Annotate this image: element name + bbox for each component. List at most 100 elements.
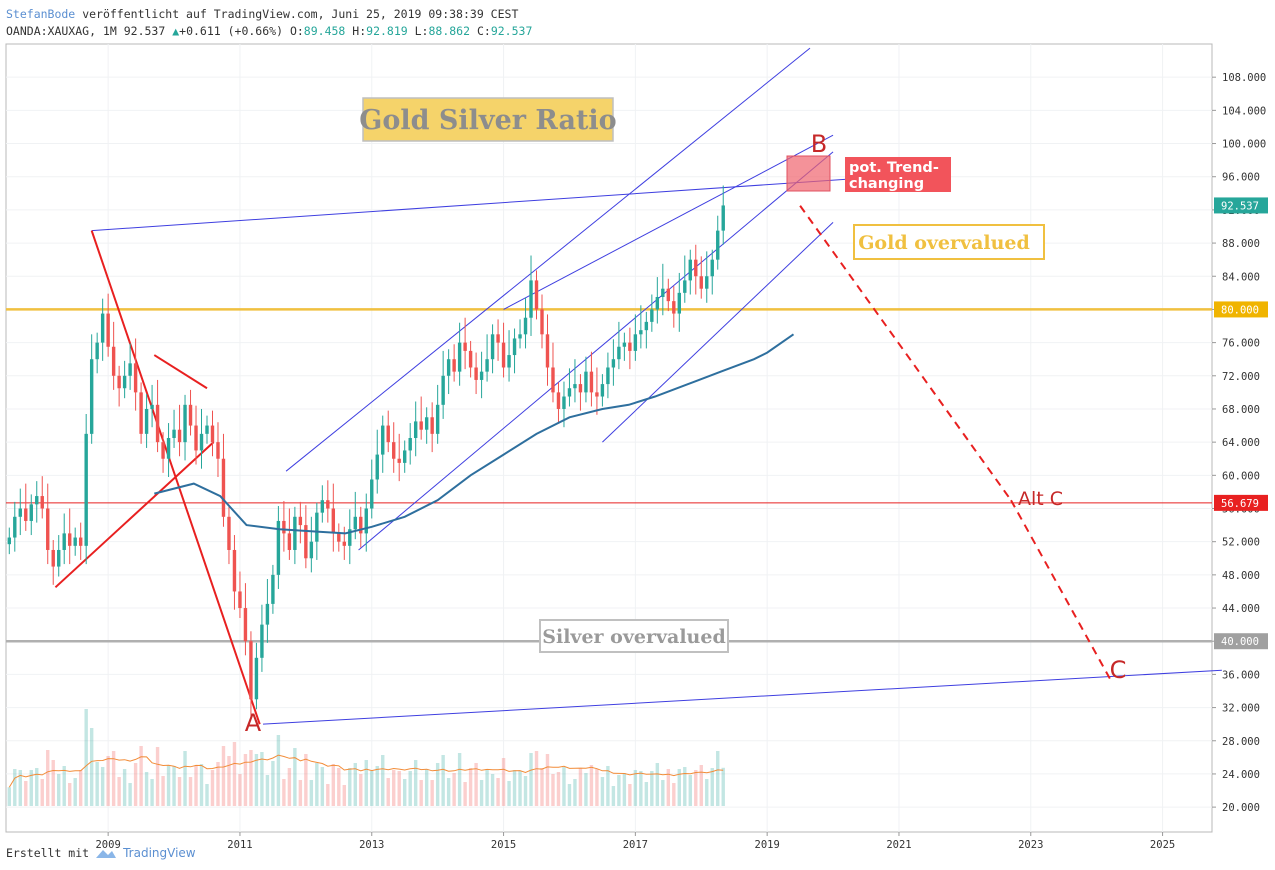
candle-body xyxy=(326,500,330,509)
volume-bar xyxy=(551,774,555,806)
volume-bar xyxy=(243,754,248,806)
volume-bar xyxy=(403,779,407,806)
volume-bar xyxy=(320,767,325,806)
y-tick-label: 68.000 xyxy=(1222,404,1260,416)
x-tick-label: 2011 xyxy=(227,839,252,851)
candle-body xyxy=(144,408,149,434)
volume-bar xyxy=(205,784,209,806)
up-arrow-icon: ▲ xyxy=(172,24,180,38)
x-tick-label: 2019 xyxy=(755,839,780,851)
candle-body xyxy=(46,508,50,550)
candle-body xyxy=(249,641,253,700)
volume-bar xyxy=(710,768,714,806)
candle-body xyxy=(490,334,495,360)
volume-bar xyxy=(419,780,423,806)
candle-body xyxy=(375,454,379,480)
last-price: 92.537 xyxy=(123,24,166,38)
volume-bar xyxy=(386,778,390,806)
volume-bar xyxy=(639,771,643,806)
candle-body xyxy=(177,429,182,443)
candle-body xyxy=(562,396,566,409)
y-tick-label: 100.000 xyxy=(1222,139,1266,151)
y-tick-label: 20.000 xyxy=(1222,802,1260,814)
lower-channel-line xyxy=(602,221,834,443)
tradingview-brand-link[interactable]: TradingView xyxy=(123,846,196,860)
candle-body xyxy=(556,392,561,409)
volume-bar xyxy=(490,774,495,806)
volume-bar xyxy=(166,765,171,806)
volume-bar xyxy=(485,769,489,806)
candle-body xyxy=(721,205,725,231)
candle-body xyxy=(271,574,275,604)
candle-body xyxy=(512,338,517,356)
gold-overvalued-label: Gold overvalued xyxy=(858,232,1030,254)
volume-bar xyxy=(62,766,66,806)
candle-body xyxy=(100,313,105,343)
y-axis: 108.000104.000100.00096.00092.00088.0008… xyxy=(1212,72,1266,814)
candle-body xyxy=(7,537,11,545)
volume-bar xyxy=(122,769,127,806)
candle-body xyxy=(276,520,281,575)
candle-body xyxy=(705,276,709,289)
candle-body xyxy=(370,479,374,509)
volume-bar xyxy=(309,780,314,806)
y-tick-label: 76.000 xyxy=(1222,338,1260,350)
volume-bar xyxy=(699,765,703,806)
candle-body xyxy=(18,508,22,517)
wave-c-label: C xyxy=(1110,656,1127,684)
candle-body xyxy=(479,371,484,380)
candle-body xyxy=(716,230,720,260)
volume-bar xyxy=(496,778,500,806)
volume-bar xyxy=(606,766,610,806)
candle-body xyxy=(633,334,638,351)
candle-body xyxy=(523,317,528,335)
volume-bar xyxy=(468,768,473,806)
candle-body xyxy=(221,458,226,517)
y-tick-label: 52.000 xyxy=(1222,537,1260,549)
candle-body xyxy=(260,624,264,658)
candle-body xyxy=(468,350,473,368)
volume-bar xyxy=(721,767,725,806)
candle-body xyxy=(78,537,83,546)
candle-body xyxy=(166,438,171,459)
volume-bar xyxy=(282,779,286,806)
open-value: 89.458 xyxy=(303,24,346,38)
volume-bar xyxy=(556,772,561,806)
volume-bar xyxy=(430,780,434,806)
price-tags: 92.537 80.000 56.679 40.000 xyxy=(1214,197,1268,650)
candle-body xyxy=(595,392,599,397)
wave-a-label: A xyxy=(245,709,262,737)
candle-body xyxy=(397,458,401,463)
mid-channel-line xyxy=(503,134,834,310)
candle-body xyxy=(188,404,193,426)
volume-bar xyxy=(441,755,445,806)
candle-body xyxy=(644,321,649,331)
high-value: 92.819 xyxy=(366,24,408,38)
header-line-1: StefanBode veröffentlicht auf TradingVie… xyxy=(6,6,532,23)
volume-bar xyxy=(57,774,61,806)
title-box xyxy=(362,97,614,142)
volume-bar xyxy=(694,770,698,806)
candle-body xyxy=(117,375,121,389)
volume-bar xyxy=(337,768,341,806)
candle-body xyxy=(73,537,77,546)
candle-body xyxy=(545,334,550,368)
volume-bar xyxy=(293,748,297,806)
price-tag-label: 92.537 xyxy=(1221,200,1259,212)
volume-bar xyxy=(584,773,588,806)
volume-bar xyxy=(501,758,506,806)
y-tick-label: 24.000 xyxy=(1222,769,1260,781)
trend-change-label-2: changing xyxy=(849,176,924,192)
overlays: Gold Silver Ratio Gold overvalued Silver o… xyxy=(245,97,1127,737)
author-link[interactable]: StefanBode xyxy=(6,7,76,21)
candle-body xyxy=(210,425,215,443)
candle-body xyxy=(254,657,259,700)
candle-body xyxy=(309,541,314,559)
price-tag-label: 80.000 xyxy=(1221,304,1259,316)
wave-c-line-2 xyxy=(1010,499,1111,680)
volume-bar xyxy=(117,777,121,806)
volume-bar xyxy=(315,763,319,806)
volume-bar xyxy=(359,774,363,806)
volume-bar xyxy=(73,778,77,806)
